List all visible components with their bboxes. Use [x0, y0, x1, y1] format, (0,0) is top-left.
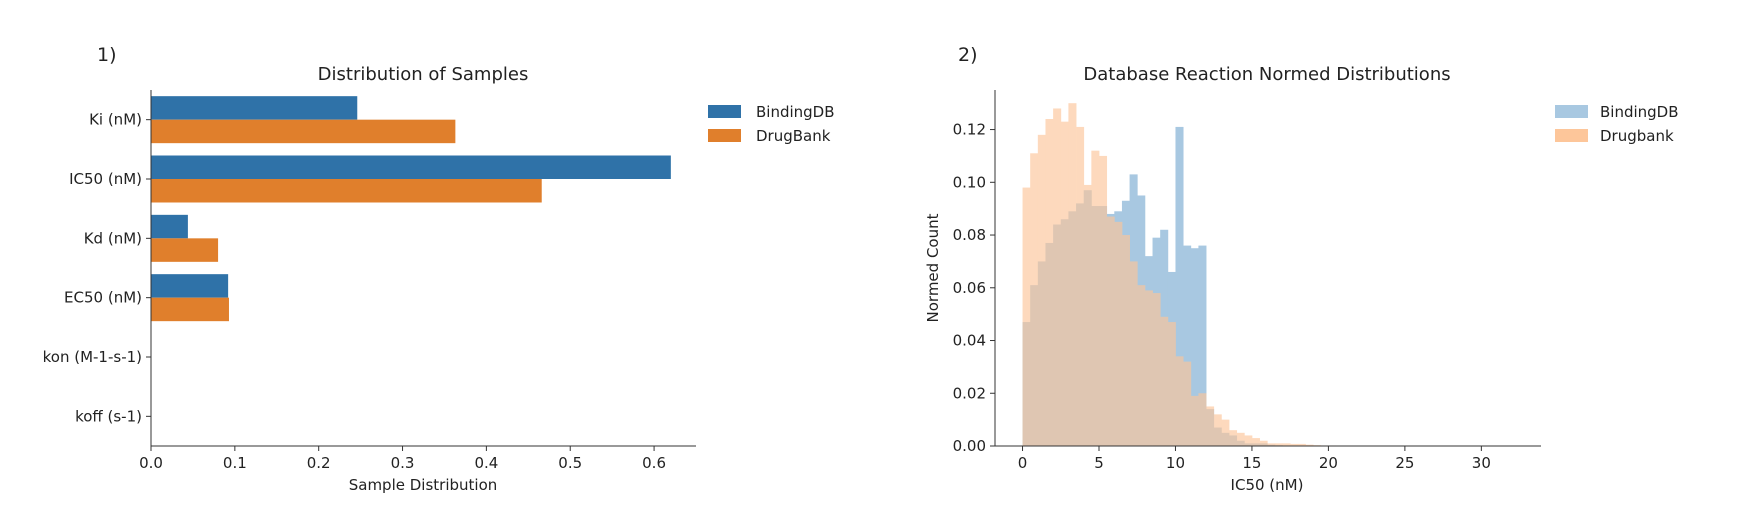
hist-bin-drugbank: [1107, 217, 1115, 446]
panel-label-1: 1): [97, 44, 117, 66]
hist-bin-drugbank: [1214, 414, 1222, 446]
hist-bin-drugbank: [1168, 322, 1176, 446]
hist-bin-drugbank: [1061, 122, 1069, 446]
chart-1-xlabel: Sample Distribution: [349, 476, 498, 494]
hist-bin-drugbank: [1099, 156, 1107, 446]
hist-bin-drugbank: [1053, 108, 1061, 446]
chart-1-ytick-label: EC50 (nM): [64, 289, 142, 307]
chart-2-xtick-label: 0: [1018, 454, 1028, 472]
chart-2-bars: [1023, 103, 1368, 446]
legend-swatch-bindingdb: [708, 105, 741, 118]
bar-drugbank-ec50-nm: [151, 298, 229, 322]
chart-1-ytick-label: Ki (nM): [89, 111, 142, 129]
hist-bin-drugbank: [1068, 103, 1076, 446]
hist-bin-drugbank: [1221, 420, 1229, 446]
chart-1-xtick-label: 0.5: [558, 454, 582, 472]
hist-bin-drugbank: [1198, 393, 1206, 446]
hist-bin-drugbank: [1153, 293, 1161, 446]
legend-label-drugbank-2: Drugbank: [1600, 127, 1674, 145]
hist-bin-drugbank: [1030, 153, 1038, 446]
chart-1-ytick-label: IC50 (nM): [69, 170, 142, 188]
chart-1-ytick-label: kon (M-1-s-1): [43, 348, 142, 366]
chart-1-ytick-label: koff (s-1): [75, 407, 142, 425]
panel-label-2: 2): [958, 44, 978, 66]
bar-drugbank-ki-nm: [151, 120, 455, 143]
hist-bin-drugbank: [1160, 317, 1168, 446]
hist-bin-drugbank: [1130, 261, 1138, 446]
chart-1-xtick-label: 0.0: [139, 454, 163, 472]
hist-bin-drugbank: [1038, 135, 1046, 446]
chart-2-legend: BindingDB Drugbank: [1555, 103, 1679, 145]
chart-2-xtick-label: 10: [1166, 454, 1185, 472]
chart-2-xtick-label: 30: [1472, 454, 1491, 472]
bar-bindingdb-kd-nm: [151, 215, 188, 239]
hist-bin-drugbank: [1244, 435, 1252, 446]
chart-2-ytick-label: 0.02: [953, 384, 986, 402]
chart-2-xlabel: IC50 (nM): [1231, 476, 1304, 494]
chart-2-ytick-label: 0.08: [953, 226, 986, 244]
legend-label-drugbank: DrugBank: [756, 127, 831, 145]
chart-2-title: Database Reaction Normed Distributions: [1083, 64, 1450, 85]
chart-2-xtick-label: 25: [1395, 454, 1414, 472]
chart-2-ytick-label: 0.06: [953, 279, 986, 297]
hist-bin-drugbank: [1229, 430, 1237, 446]
bar-drugbank-ic50-nm: [151, 179, 542, 203]
hist-bin-drugbank: [1175, 356, 1183, 446]
chart-2-ytick-label: 0.00: [953, 437, 986, 455]
hist-bin-drugbank: [1252, 438, 1260, 446]
hist-bin-drugbank: [1091, 151, 1099, 446]
hist-bin-drugbank: [1023, 188, 1031, 446]
chart-2-ytick-label: 0.10: [953, 173, 986, 191]
hist-bin-drugbank: [1084, 185, 1092, 446]
chart-1-xtick-label: 0.2: [307, 454, 331, 472]
hist-bin-drugbank: [1137, 285, 1145, 446]
chart-2-ylabel: Normed Count: [924, 213, 942, 322]
bar-drugbank-kd-nm: [151, 238, 218, 261]
chart-1-xtick-label: 0.1: [223, 454, 247, 472]
legend-swatch-bindingdb-2: [1555, 105, 1588, 118]
hist-bin-drugbank: [1191, 396, 1199, 446]
chart-2-ytick-label: 0.04: [953, 332, 986, 350]
chart-1-bar: Distribution of Samples Sample Distribut…: [43, 64, 835, 494]
chart-2-xtick-label: 5: [1094, 454, 1104, 472]
hist-bin-drugbank: [1260, 441, 1268, 446]
hist-bin-drugbank: [1183, 362, 1191, 446]
legend-swatch-drugbank-2: [1555, 129, 1588, 142]
chart-2-xtick-label: 15: [1242, 454, 1261, 472]
chart-1-xtick-label: 0.3: [391, 454, 415, 472]
hist-bin-drugbank: [1076, 127, 1084, 446]
chart-2-xtick-label: 20: [1319, 454, 1338, 472]
chart-2-histogram: Database Reaction Normed Distributions I…: [924, 64, 1679, 494]
chart-2-ytick-label: 0.12: [953, 121, 986, 139]
chart-1-axes: Ki (nM) IC50 (nM) Kd (nM) EC50 (nM) kon (M-1…: [43, 90, 696, 472]
hist-bin-drugbank: [1206, 406, 1214, 446]
chart-1-legend: BindingDB DrugBank: [708, 103, 835, 145]
legend-swatch-drugbank: [708, 129, 741, 142]
chart-1-xtick-label: 0.4: [474, 454, 498, 472]
chart-1-title: Distribution of Samples: [318, 64, 529, 85]
hist-bin-drugbank: [1122, 235, 1130, 446]
bar-bindingdb-ic50-nm: [151, 156, 671, 180]
legend-label-bindingdb-2: BindingDB: [1600, 103, 1679, 121]
legend-label-bindingdb: BindingDB: [756, 103, 835, 121]
chart-1-bars: [151, 96, 671, 321]
bar-bindingdb-ki-nm: [151, 96, 357, 120]
hist-bin-drugbank: [1114, 222, 1122, 446]
hist-bin-drugbank: [1045, 119, 1053, 446]
bar-bindingdb-ec50-nm: [151, 274, 228, 298]
hist-bin-drugbank: [1237, 433, 1245, 446]
chart-1-xtick-label: 0.6: [642, 454, 666, 472]
hist-bin-drugbank: [1145, 290, 1153, 446]
chart-1-ytick-label: Kd (nM): [84, 229, 142, 247]
